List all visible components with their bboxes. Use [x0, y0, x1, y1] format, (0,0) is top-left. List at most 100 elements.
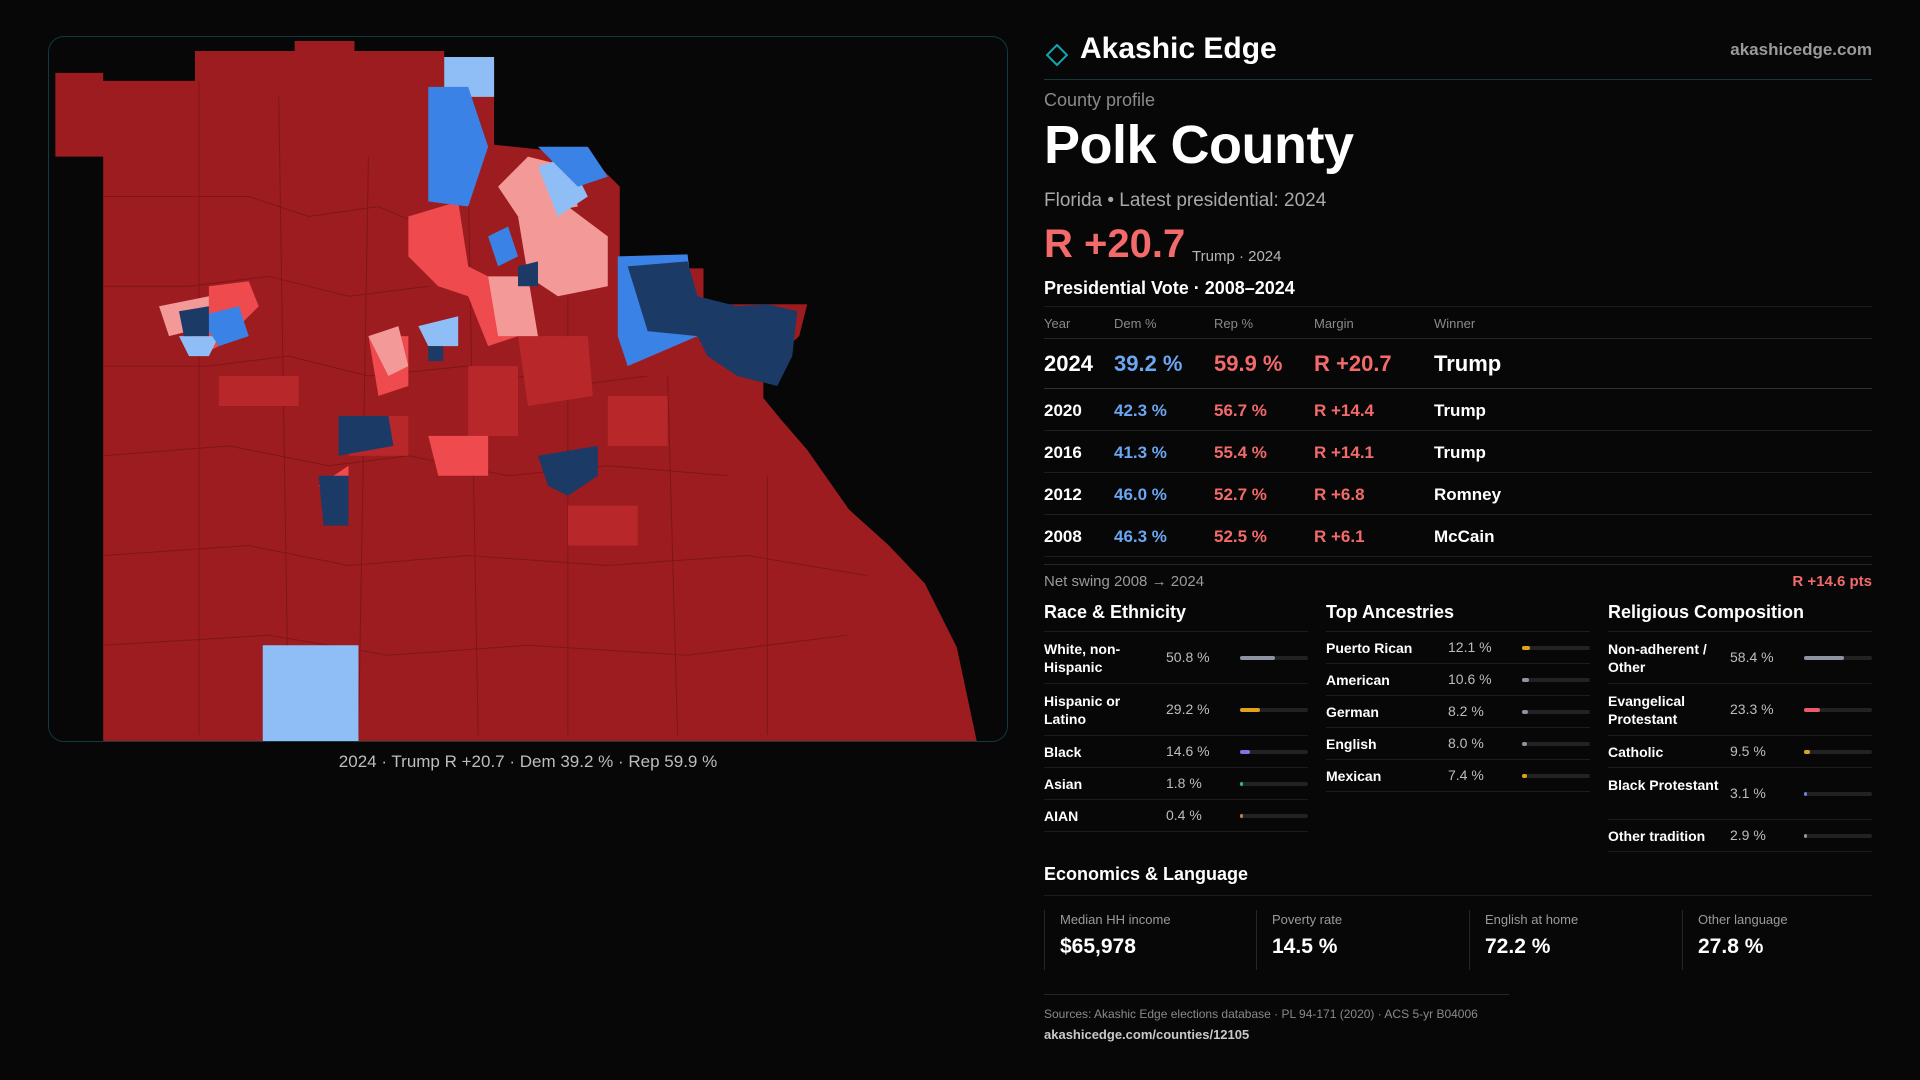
- share-bar-track: [1522, 646, 1590, 650]
- demographic-percent: 23.3 %: [1730, 701, 1774, 717]
- demographic-row: Black Protestant 3.1 %: [1608, 768, 1872, 820]
- religion-section: Religious Composition Non-adherent / Oth…: [1608, 602, 1872, 852]
- demographic-label: Black Protestant: [1608, 777, 1719, 793]
- econ-value: 27.8 %: [1698, 935, 1764, 958]
- econ-label: Other language: [1698, 912, 1788, 927]
- econ-card: Poverty rate 14.5 %: [1256, 910, 1456, 970]
- economics-title: Economics & Language: [1044, 864, 1872, 896]
- table-row: 2012 46.0 % 52.7 % R +6.8 Romney: [1044, 473, 1872, 515]
- demographic-row: White, non-Hispanic 50.8 %: [1044, 632, 1308, 684]
- demographic-label: Evangelical Protestant: [1608, 693, 1686, 727]
- share-bar-fill: [1804, 708, 1820, 712]
- row-dem: 46.3 %: [1114, 527, 1167, 546]
- share-bar-fill: [1522, 710, 1528, 714]
- precinct-map-svg[interactable]: [49, 37, 1007, 741]
- share-bar-track: [1240, 782, 1308, 786]
- brand-header: Akashic Edge akashicedge.com: [1044, 32, 1872, 80]
- demographic-label: Non-adherent / Other: [1608, 641, 1707, 675]
- row-margin: R +14.4: [1314, 401, 1375, 420]
- share-bar-fill: [1240, 750, 1250, 754]
- demographic-percent: 10.6 %: [1448, 671, 1492, 687]
- brand-link[interactable]: akashicedge.com: [1730, 40, 1872, 59]
- row-winner: Romney: [1434, 485, 1502, 504]
- header-dem: Dem %: [1114, 316, 1157, 331]
- demographic-label: Catholic: [1608, 744, 1664, 760]
- demographic-label: Other tradition: [1608, 828, 1706, 844]
- row-year: 2012: [1044, 485, 1082, 504]
- share-bar-track: [1804, 834, 1872, 838]
- ancestries-title: Top Ancestries: [1326, 602, 1590, 632]
- row-margin: R +6.8: [1314, 485, 1365, 504]
- demographic-row: Hispanic or Latino 29.2 %: [1044, 684, 1308, 736]
- demographic-row: Puerto Rican 12.1 %: [1326, 632, 1590, 664]
- share-bar-fill: [1240, 814, 1243, 818]
- share-bar-fill: [1522, 742, 1528, 746]
- headline-margin-note: Trump · 2024: [1192, 248, 1282, 265]
- econ-card: Median HH income $65,978: [1044, 910, 1244, 970]
- demographic-row: Other tradition 2.9 %: [1608, 820, 1872, 852]
- table-row: 2020 42.3 % 56.7 % R +14.4 Trump: [1044, 389, 1872, 431]
- page-subtitle: Florida • Latest presidential: 2024: [1044, 190, 1327, 211]
- header-margin: Margin: [1314, 316, 1354, 331]
- econ-value: 72.2 %: [1485, 935, 1551, 958]
- share-bar-track: [1522, 742, 1590, 746]
- demographic-label: Black: [1044, 744, 1082, 760]
- row-margin: R +20.7: [1314, 351, 1392, 376]
- row-rep: 59.9 %: [1214, 351, 1283, 376]
- demographic-label: White, non-Hispanic: [1044, 641, 1121, 675]
- demographic-percent: 8.2 %: [1448, 703, 1484, 719]
- share-bar-track: [1240, 814, 1308, 818]
- sources-footer: Sources: Akashic Edge elections database…: [1044, 994, 1509, 1042]
- share-bar-track: [1240, 708, 1308, 712]
- demographic-row: Non-adherent / Other 58.4 %: [1608, 632, 1872, 684]
- row-year: 2016: [1044, 443, 1082, 462]
- row-year: 2024: [1044, 351, 1093, 376]
- share-bar-fill: [1804, 792, 1807, 796]
- row-dem: 41.3 %: [1114, 443, 1167, 462]
- econ-card: English at home 72.2 %: [1469, 910, 1669, 970]
- table-header: Year Dem % Rep % Margin Winner: [1044, 307, 1872, 339]
- row-winner: Trump: [1434, 443, 1486, 462]
- share-bar-fill: [1240, 782, 1243, 786]
- header-year: Year: [1044, 316, 1071, 331]
- econ-label: Median HH income: [1060, 912, 1171, 927]
- map-caption: 2024 · Trump R +20.7 · Dem 39.2 % · Rep …: [338, 752, 718, 771]
- demographic-row: Evangelical Protestant 23.3 %: [1608, 684, 1872, 736]
- share-bar-track: [1522, 710, 1590, 714]
- demographic-row: German 8.2 %: [1326, 696, 1590, 728]
- share-bar-fill: [1522, 646, 1531, 650]
- row-rep: 55.4 %: [1214, 443, 1267, 462]
- demographic-label: German: [1326, 704, 1379, 720]
- share-bar-fill: [1804, 834, 1807, 838]
- precinct-lines: [103, 80, 868, 736]
- econ-label: English at home: [1485, 912, 1579, 927]
- profile-panel: Akashic Edge akashicedge.com County prof…: [1044, 0, 1872, 1080]
- econ-label: Poverty rate: [1272, 912, 1343, 927]
- diamond-logo-icon: [1046, 44, 1068, 66]
- presidential-title: Presidential Vote · 2008–2024: [1044, 278, 1295, 298]
- row-rep: 52.7 %: [1214, 485, 1267, 504]
- share-bar-track: [1240, 656, 1308, 660]
- demographic-percent: 14.6 %: [1166, 743, 1210, 759]
- county-url-link[interactable]: akashicedge.com/counties/12105: [1044, 1027, 1250, 1042]
- demographic-percent: 8.0 %: [1448, 735, 1484, 751]
- header-rep: Rep %: [1214, 316, 1254, 331]
- demographic-label: Asian: [1044, 776, 1083, 792]
- county-map[interactable]: [48, 36, 1008, 742]
- table-row: 2016 41.3 % 55.4 % R +14.1 Trump: [1044, 431, 1872, 473]
- demographic-percent: 50.8 %: [1166, 649, 1210, 665]
- demographic-row: Asian 1.8 %: [1044, 768, 1308, 800]
- demographic-label: Hispanic or Latino: [1044, 693, 1121, 727]
- row-dem: 39.2 %: [1114, 351, 1183, 376]
- demographic-row: Black 14.6 %: [1044, 736, 1308, 768]
- header-winner: Winner: [1434, 316, 1476, 331]
- brand-name: Akashic Edge: [1080, 32, 1277, 65]
- demographic-label: English: [1326, 736, 1377, 752]
- page-kicker: County profile: [1044, 90, 1156, 110]
- demographic-row: Catholic 9.5 %: [1608, 736, 1872, 768]
- demographic-label: AIAN: [1044, 808, 1079, 824]
- net-swing-label: Net swing 2008 → 2024: [1044, 573, 1205, 590]
- presidential-table: Year Dem % Rep % Margin Winner 2024 39.2…: [1044, 306, 1872, 557]
- row-year: 2020: [1044, 401, 1082, 420]
- econ-value: 14.5 %: [1272, 935, 1338, 958]
